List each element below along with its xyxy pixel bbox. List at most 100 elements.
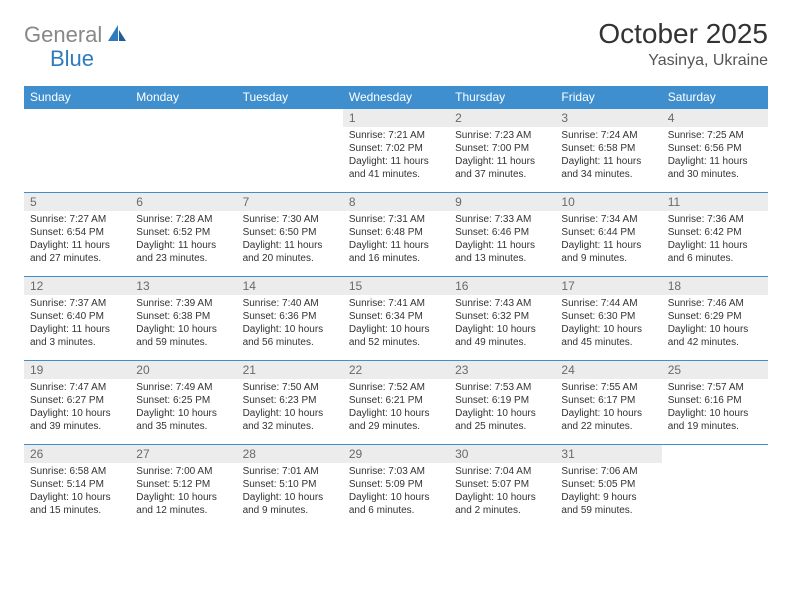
calendar-cell: 20 Sunrise: 7:49 AMSunset: 6:25 PMDayligh… <box>130 361 236 445</box>
calendar-row: 5 Sunrise: 7:27 AMSunset: 6:54 PMDaylight… <box>24 193 768 277</box>
day-number: 27 <box>130 445 236 463</box>
calendar-cell: 17Sunrise: 7:44 AMSunset: 6:30 PMDayligh… <box>555 277 661 361</box>
calendar-row: 1 Sunrise: 7:21 AMSunset: 7:02 PMDaylight… <box>24 109 768 193</box>
calendar-cell: 21 Sunrise: 7:50 AMSunset: 6:23 PMDayligh… <box>237 361 343 445</box>
calendar-cell: 28Sunrise: 7:01 AMSunset: 5:10 PMDayligh… <box>237 445 343 529</box>
day-details: Sunrise: 7:37 AMSunset: 6:40 PMDaylight:… <box>30 297 124 349</box>
day-details: Sunrise: 7:34 AMSunset: 6:44 PMDaylight:… <box>561 213 655 265</box>
day-number: 2 <box>449 109 555 127</box>
day-details: Sunrise: 7:21 AMSunset: 7:02 PMDaylight:… <box>349 129 443 181</box>
day-number: 15 <box>343 277 449 295</box>
day-details: Sunrise: 7:52 AMSunset: 6:21 PMDaylight:… <box>349 381 443 433</box>
calendar-cell: 4Sunrise: 7:25 AMSunset: 6:56 PMDaylight… <box>662 109 768 193</box>
day-number: 16 <box>449 277 555 295</box>
day-details: Sunrise: 7:28 AMSunset: 6:52 PMDaylight:… <box>136 213 230 265</box>
calendar-cell: 30 Sunrise: 7:04 AMSunset: 5:07 PMDayligh… <box>449 445 555 529</box>
location-text: Yasinya, Ukraine <box>598 52 768 70</box>
day-details: Sunrise: 7:40 AMSunset: 6:36 PMDaylight:… <box>243 297 337 349</box>
calendar-header-row: Sunday Monday Tuesday Wednesday Thursday… <box>24 86 768 109</box>
day-number: 8 <box>343 193 449 211</box>
calendar-row: 12 Sunrise: 7:37 AMSunset: 6:40 PMDayligh… <box>24 277 768 361</box>
day-details: Sunrise: 7:36 AMSunset: 6:42 PMDaylight:… <box>668 213 762 265</box>
calendar-cell: 29 Sunrise: 7:03 AMSunset: 5:09 PMDayligh… <box>343 445 449 529</box>
day-details: Sunrise: 7:50 AMSunset: 6:23 PMDaylight:… <box>243 381 337 433</box>
day-details: Sunrise: 7:23 AMSunset: 7:00 PMDaylight:… <box>455 129 549 181</box>
day-details: Sunrise: 7:06 AMSunset: 5:05 PMDaylight:… <box>561 465 655 517</box>
calendar-body: 1 Sunrise: 7:21 AMSunset: 7:02 PMDaylight… <box>24 109 768 529</box>
day-number: 5 <box>24 193 130 211</box>
day-details: Sunrise: 6:58 AMSunset: 5:14 PMDaylight:… <box>30 465 124 517</box>
col-header: Sunday <box>24 86 130 109</box>
day-details: Sunrise: 7:03 AMSunset: 5:09 PMDaylight:… <box>349 465 443 517</box>
calendar-row: 19 Sunrise: 7:47 AMSunset: 6:27 PMDayligh… <box>24 361 768 445</box>
calendar-cell: 6 Sunrise: 7:28 AMSunset: 6:52 PMDaylight… <box>130 193 236 277</box>
calendar-cell: 27 Sunrise: 7:00 AMSunset: 5:12 PMDayligh… <box>130 445 236 529</box>
day-number: 22 <box>343 361 449 379</box>
day-number: 30 <box>449 445 555 463</box>
page-container: General October 2025 Yasinya, Ukraine Bl… <box>0 0 792 541</box>
day-details: Sunrise: 7:57 AMSunset: 6:16 PMDaylight:… <box>668 381 762 433</box>
day-number: 12 <box>24 277 130 295</box>
calendar-cell: 19 Sunrise: 7:47 AMSunset: 6:27 PMDayligh… <box>24 361 130 445</box>
month-title: October 2025 <box>598 18 768 50</box>
calendar-cell: 22 Sunrise: 7:52 AMSunset: 6:21 PMDayligh… <box>343 361 449 445</box>
calendar-cell: 11 Sunrise: 7:36 AMSunset: 6:42 PMDayligh… <box>662 193 768 277</box>
day-number: 11 <box>662 193 768 211</box>
col-header: Friday <box>555 86 661 109</box>
col-header: Thursday <box>449 86 555 109</box>
calendar-cell: 23 Sunrise: 7:53 AMSunset: 6:19 PMDayligh… <box>449 361 555 445</box>
sail-icon <box>106 23 128 48</box>
day-details: Sunrise: 7:24 AMSunset: 6:58 PMDaylight:… <box>561 129 655 181</box>
day-number: 13 <box>130 277 236 295</box>
calendar-table: Sunday Monday Tuesday Wednesday Thursday… <box>24 86 768 529</box>
day-details: Sunrise: 7:47 AMSunset: 6:27 PMDaylight:… <box>30 381 124 433</box>
calendar-cell: 16Sunrise: 7:43 AMSunset: 6:32 PMDayligh… <box>449 277 555 361</box>
calendar-cell: 8 Sunrise: 7:31 AMSunset: 6:48 PMDaylight… <box>343 193 449 277</box>
day-details: Sunrise: 7:31 AMSunset: 6:48 PMDaylight:… <box>349 213 443 265</box>
brand-text-gray: General <box>24 22 102 48</box>
day-number: 4 <box>662 109 768 127</box>
day-number: 28 <box>237 445 343 463</box>
brand-text-blue: Blue <box>50 46 94 71</box>
day-details: Sunrise: 7:30 AMSunset: 6:50 PMDaylight:… <box>243 213 337 265</box>
day-details: Sunrise: 7:49 AMSunset: 6:25 PMDaylight:… <box>136 381 230 433</box>
day-number: 29 <box>343 445 449 463</box>
calendar-cell <box>662 445 768 529</box>
day-details: Sunrise: 7:33 AMSunset: 6:46 PMDaylight:… <box>455 213 549 265</box>
day-number: 7 <box>237 193 343 211</box>
calendar-cell: 25Sunrise: 7:57 AMSunset: 6:16 PMDayligh… <box>662 361 768 445</box>
day-number: 23 <box>449 361 555 379</box>
day-number: 6 <box>130 193 236 211</box>
calendar-cell: 18Sunrise: 7:46 AMSunset: 6:29 PMDayligh… <box>662 277 768 361</box>
day-number: 21 <box>237 361 343 379</box>
day-details: Sunrise: 7:53 AMSunset: 6:19 PMDaylight:… <box>455 381 549 433</box>
calendar-cell: 14Sunrise: 7:40 AMSunset: 6:36 PMDayligh… <box>237 277 343 361</box>
calendar-cell: 15 Sunrise: 7:41 AMSunset: 6:34 PMDayligh… <box>343 277 449 361</box>
col-header: Wednesday <box>343 86 449 109</box>
day-number: 1 <box>343 109 449 127</box>
day-number: 26 <box>24 445 130 463</box>
day-details: Sunrise: 7:04 AMSunset: 5:07 PMDaylight:… <box>455 465 549 517</box>
calendar-cell: 5 Sunrise: 7:27 AMSunset: 6:54 PMDaylight… <box>24 193 130 277</box>
calendar-cell: 7 Sunrise: 7:30 AMSunset: 6:50 PMDaylight… <box>237 193 343 277</box>
day-details: Sunrise: 7:41 AMSunset: 6:34 PMDaylight:… <box>349 297 443 349</box>
calendar-cell: 9Sunrise: 7:33 AMSunset: 6:46 PMDaylight… <box>449 193 555 277</box>
day-number: 31 <box>555 445 661 463</box>
calendar-cell: 3 Sunrise: 7:24 AMSunset: 6:58 PMDaylight… <box>555 109 661 193</box>
day-number: 19 <box>24 361 130 379</box>
day-number: 3 <box>555 109 661 127</box>
calendar-cell: 31 Sunrise: 7:06 AMSunset: 5:05 PMDayligh… <box>555 445 661 529</box>
day-number: 24 <box>555 361 661 379</box>
day-details: Sunrise: 7:27 AMSunset: 6:54 PMDaylight:… <box>30 213 124 265</box>
day-number: 17 <box>555 277 661 295</box>
calendar-cell: 2 Sunrise: 7:23 AMSunset: 7:00 PMDaylight… <box>449 109 555 193</box>
calendar-row: 26 Sunrise: 6:58 AMSunset: 5:14 PMDayligh… <box>24 445 768 529</box>
day-details: Sunrise: 7:55 AMSunset: 6:17 PMDaylight:… <box>561 381 655 433</box>
col-header: Monday <box>130 86 236 109</box>
day-number: 20 <box>130 361 236 379</box>
day-details: Sunrise: 7:00 AMSunset: 5:12 PMDaylight:… <box>136 465 230 517</box>
calendar-cell <box>24 109 130 193</box>
calendar-cell: 12 Sunrise: 7:37 AMSunset: 6:40 PMDayligh… <box>24 277 130 361</box>
day-number: 10 <box>555 193 661 211</box>
brand-logo: General <box>24 18 130 48</box>
